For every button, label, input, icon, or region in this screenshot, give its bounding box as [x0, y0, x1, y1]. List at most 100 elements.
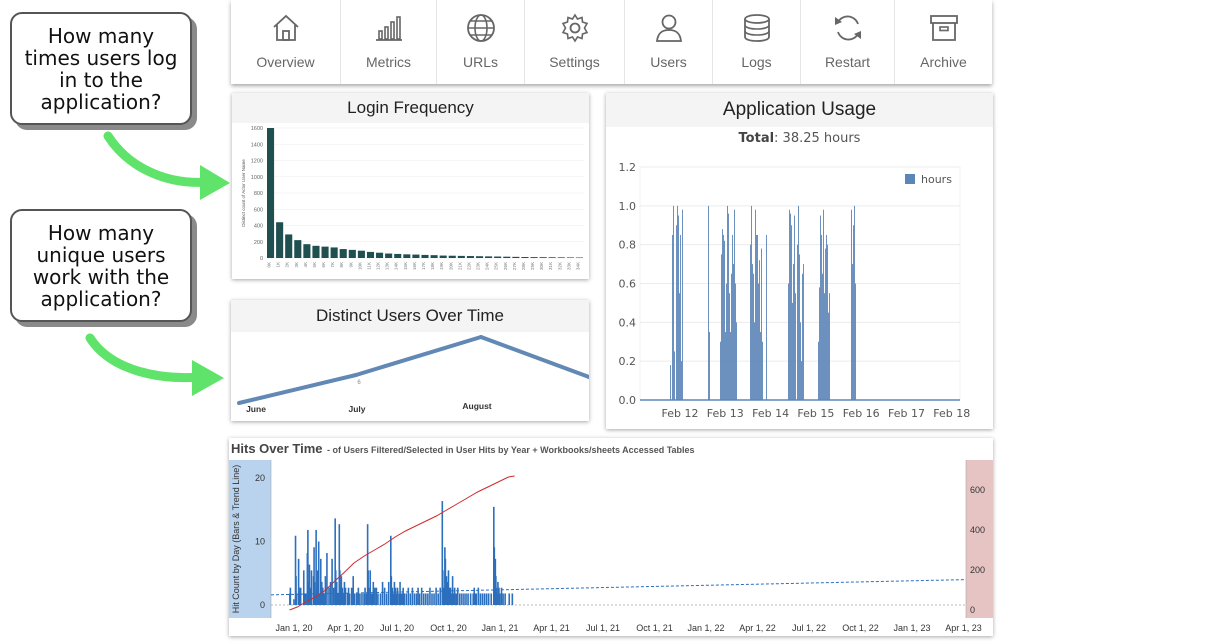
nav-label: URLs	[462, 54, 498, 70]
bar	[673, 205, 674, 400]
distinct-users-chart: 6 June July August	[237, 335, 589, 414]
bar	[299, 587, 302, 605]
nav-logs[interactable]: Logs	[713, 0, 801, 84]
bar	[435, 587, 437, 605]
nav-label: Restart	[824, 54, 871, 70]
hits-over-time-panel: Hits Over Time - of Users Filtered/Selec…	[229, 438, 993, 636]
bar	[433, 593, 435, 605]
bar	[321, 246, 329, 258]
application-usage-panel: Application Usage Total: 38.25 hours 1.2…	[606, 93, 993, 429]
bar	[504, 593, 506, 605]
bar	[762, 341, 763, 400]
bar	[728, 213, 729, 400]
bar	[450, 593, 453, 605]
bar	[449, 587, 452, 605]
bar	[393, 581, 396, 605]
bar	[530, 257, 538, 258]
x-tick-label: 13K	[385, 262, 390, 270]
bar	[760, 332, 761, 400]
bar	[392, 593, 395, 605]
bar	[361, 593, 363, 605]
x-tick-label: 12K	[376, 262, 381, 270]
bar	[334, 570, 337, 605]
bar	[431, 593, 433, 605]
x-tick-label: Oct 1, 21	[636, 623, 673, 633]
bar	[308, 564, 311, 605]
nav-archive[interactable]: Archive	[895, 0, 992, 84]
bar	[448, 587, 451, 605]
bar	[425, 593, 427, 605]
bar	[818, 341, 819, 400]
application-usage-chart: 1.2 1.0 0.8 0.6 0.4 0.2 0.0 Feb 12 Feb 13 Feb 14 F…	[619, 161, 971, 420]
archive-icon	[929, 15, 958, 41]
bar	[736, 322, 737, 400]
bar	[315, 529, 317, 605]
bar	[827, 244, 828, 400]
bar	[757, 234, 758, 400]
y-tick-label: 0	[260, 256, 263, 262]
bar	[418, 593, 421, 605]
top-navigation-toolbar: Overview Metrics URLs Settings Users Log…	[231, 0, 992, 84]
bar	[479, 593, 482, 605]
legend-swatch	[905, 174, 915, 184]
bar	[369, 570, 371, 605]
bar	[463, 593, 465, 605]
bar	[729, 293, 730, 400]
data-point	[479, 335, 483, 339]
bar	[750, 244, 751, 400]
bar	[379, 593, 382, 605]
y-tick-label: 1000	[251, 175, 263, 181]
bar	[851, 209, 852, 400]
bar	[485, 593, 488, 605]
bar	[443, 587, 445, 605]
bar	[293, 599, 295, 605]
bar	[753, 273, 754, 400]
bar	[328, 587, 330, 605]
bar	[365, 593, 368, 605]
bar	[357, 587, 360, 605]
bar	[377, 593, 379, 605]
bar	[313, 547, 315, 605]
y-tick-label: 400	[254, 224, 263, 230]
nav-urls[interactable]: URLs	[437, 0, 525, 84]
y-tick-label: 0.2	[619, 355, 637, 368]
bar	[317, 541, 320, 605]
green-arrow-icon	[85, 333, 224, 396]
nav-settings[interactable]: Settings	[525, 0, 625, 84]
x-tick-label: 8K	[339, 262, 344, 268]
bar	[461, 593, 463, 605]
x-tick-label: Feb 13	[707, 407, 744, 420]
x-tick-label: 15K	[403, 262, 408, 270]
y-axis-label: Distinct count of Actor User Name	[241, 159, 246, 227]
bar	[853, 225, 854, 400]
gear-icon	[561, 13, 588, 43]
bar	[475, 256, 484, 258]
bar	[338, 524, 341, 605]
x-tick-label: 19K	[439, 262, 444, 270]
bar	[313, 581, 316, 605]
nav-overview[interactable]: Overview	[231, 0, 341, 84]
bar	[374, 587, 376, 605]
bar	[316, 570, 319, 605]
bar	[539, 257, 547, 258]
nav-restart[interactable]: Restart	[801, 0, 895, 84]
x-tick-label: 6K	[321, 262, 326, 268]
bar	[399, 581, 401, 605]
x-tick-label: 11K	[366, 262, 371, 270]
bar	[439, 255, 447, 258]
bar	[332, 587, 335, 605]
bar	[326, 553, 328, 605]
bar	[421, 254, 429, 258]
nav-users[interactable]: Users	[625, 0, 713, 84]
nav-label: Archive	[920, 54, 967, 70]
x-tick-label: 17K	[421, 262, 426, 270]
bar-chart-icon	[375, 16, 402, 41]
x-tick-label: Jan 1, 23	[893, 623, 930, 633]
bar	[453, 587, 456, 605]
bar	[367, 587, 370, 605]
bar	[357, 250, 365, 258]
bar	[678, 215, 679, 400]
bar	[331, 558, 333, 605]
bar	[823, 209, 824, 400]
nav-metrics[interactable]: Metrics	[341, 0, 437, 84]
